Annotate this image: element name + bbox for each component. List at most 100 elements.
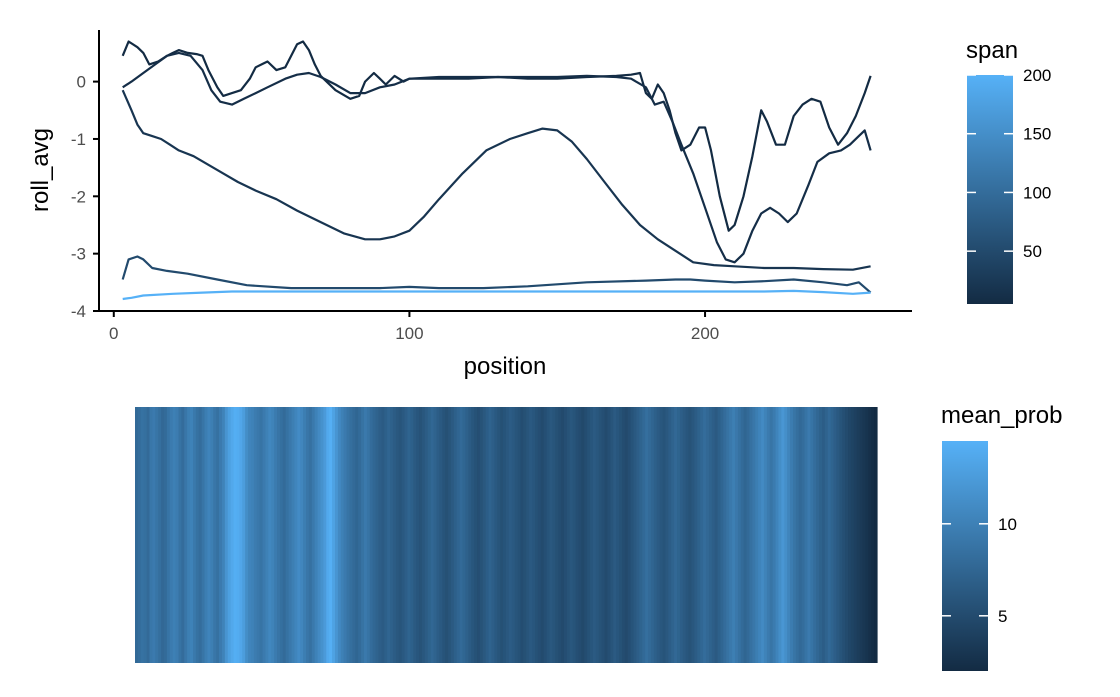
heatmap-cell	[621, 407, 626, 663]
heatmap-cell	[697, 407, 701, 663]
heatmap-cell	[306, 407, 310, 663]
heatmap-cell	[523, 407, 527, 663]
heatmap-panel	[135, 407, 878, 663]
mean-prob-legend: mean_prob 10 5	[941, 402, 1062, 671]
heatmap-cell	[468, 407, 472, 663]
span-legend-title: span	[966, 37, 1018, 64]
heatmap-cell	[352, 407, 356, 663]
heatmap-cell	[401, 407, 406, 663]
heatmap-cell	[491, 407, 496, 663]
heatmap-cell	[859, 407, 864, 663]
heatmap-cell	[413, 407, 417, 663]
heatmap-cell	[871, 407, 875, 663]
legend-label: 50	[1023, 242, 1042, 261]
heatmap-cell	[477, 407, 481, 663]
heatmap-cell	[610, 407, 614, 663]
heatmap-cell	[340, 407, 345, 663]
heatmap-cell	[239, 407, 243, 663]
heatmap-cell	[436, 407, 440, 663]
series-line-span-10	[122, 51, 872, 264]
heatmap-cell	[506, 407, 510, 663]
heatmap-cell	[291, 407, 296, 663]
heatmap-cell	[155, 407, 159, 663]
heatmap-cell	[363, 407, 368, 663]
heatmap-cell	[259, 407, 264, 663]
heatmap-cell	[430, 407, 435, 663]
heatmap-cell	[836, 407, 840, 663]
heatmap-cell	[250, 407, 255, 663]
heatmap-cell	[549, 407, 553, 663]
heatmap-cell	[874, 407, 878, 663]
heatmap-cell	[407, 407, 411, 663]
x-axis-title: position	[464, 353, 547, 380]
heatmap-cell	[375, 407, 380, 663]
heatmap-cell	[395, 407, 400, 663]
heatmap-cell	[465, 407, 469, 663]
mean-prob-legend-title: mean_prob	[941, 402, 1062, 429]
heatmap-cell	[555, 407, 559, 663]
heatmap-cell	[332, 407, 336, 663]
heatmap-cell	[734, 407, 739, 663]
heatmap-cell	[265, 407, 269, 663]
heatmap-cell	[450, 407, 455, 663]
heatmap-cell	[653, 407, 658, 663]
heatmap-cell	[288, 407, 293, 663]
heatmap-cell	[282, 407, 287, 663]
heatmap-cell	[158, 407, 162, 663]
heatmap-cell	[314, 407, 319, 663]
y-tick-label: -4	[71, 302, 86, 321]
heatmap-cell	[198, 407, 203, 663]
heatmap-cell	[546, 407, 551, 663]
heatmap-cell	[181, 407, 185, 663]
heatmap-cell	[500, 407, 504, 663]
heatmap-cell	[645, 407, 649, 663]
heatmap-cell	[419, 407, 423, 663]
line-chart-panel: 0 -1 -2 -3 -4 0 100 200 position roll_avg	[27, 30, 912, 380]
heatmap-cell	[190, 407, 194, 663]
heatmap-cell	[361, 407, 365, 663]
heatmap-cell	[433, 407, 438, 663]
heatmap-cell	[404, 407, 409, 663]
heatmap-cell	[642, 407, 646, 663]
heatmap-cell	[708, 407, 713, 663]
heatmap-cell	[135, 407, 139, 663]
heatmap-cell	[175, 407, 180, 663]
heatmap-cell	[732, 407, 736, 663]
series-line-span-5	[121, 40, 872, 232]
heatmap-cell	[488, 407, 493, 663]
heatmap-cell	[503, 407, 507, 663]
heatmap-cell	[590, 407, 594, 663]
heatmap-cell	[833, 407, 838, 663]
heatmap-cell	[726, 407, 730, 663]
heatmap-cell	[853, 407, 858, 663]
heatmap-cell	[795, 407, 800, 663]
heatmap-cell	[703, 407, 707, 663]
x-axis-ticks: 0 100 200	[109, 311, 719, 343]
heatmap-cell	[358, 407, 362, 663]
heatmap-cell	[372, 407, 377, 663]
heatmap-cell	[326, 407, 330, 663]
heatmap-cell	[691, 407, 695, 663]
heatmap-cell	[511, 407, 516, 663]
heatmap-cell	[184, 407, 188, 663]
heatmap-cell	[384, 407, 388, 663]
heatmap-cell	[816, 407, 820, 663]
heatmap-cell	[575, 407, 580, 663]
heatmap-cell	[711, 407, 716, 663]
heatmap-cell	[781, 407, 785, 663]
heatmap-cell	[746, 407, 751, 663]
heatmap-cell	[842, 407, 846, 663]
legend-label: 150	[1023, 125, 1051, 144]
heatmap-cell	[143, 407, 148, 663]
heatmap-cell	[798, 407, 803, 663]
heatmap-cell	[369, 407, 374, 663]
heatmap-cell	[766, 407, 771, 663]
heatmap-cell	[662, 407, 667, 663]
heatmap-cell	[479, 407, 484, 663]
heatmap-cell	[514, 407, 519, 663]
heatmap-cell	[343, 407, 348, 663]
heatmap-cell	[534, 407, 539, 663]
heatmap-cell	[613, 407, 617, 663]
heatmap-cell	[819, 407, 823, 663]
